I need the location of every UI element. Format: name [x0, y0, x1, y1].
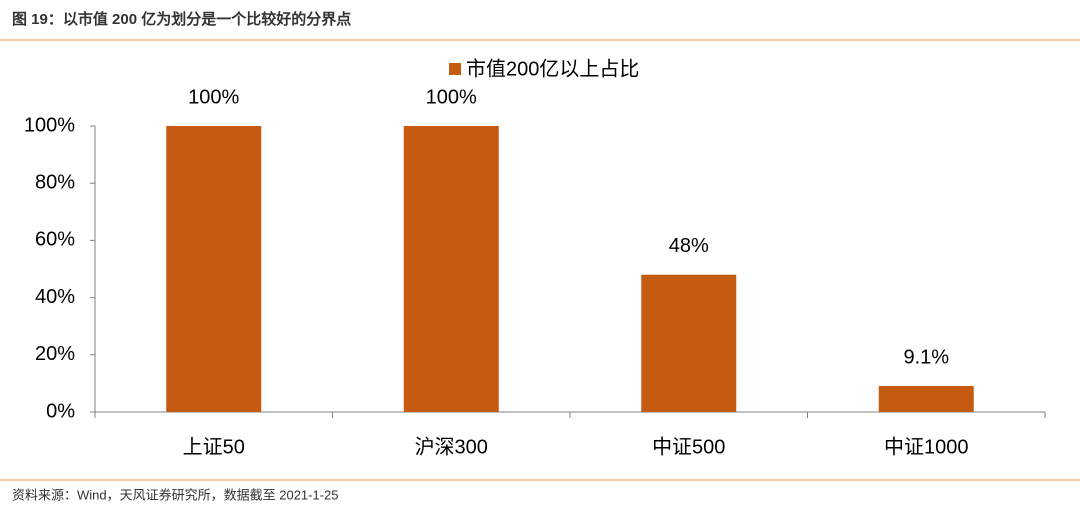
- y-tick-label: 40%: [35, 286, 75, 308]
- x-tick-label: 沪深300: [415, 435, 488, 458]
- data-label: 48%: [669, 235, 709, 257]
- legend-label: 市值200亿以上占比: [466, 57, 639, 80]
- y-tick-label: 0%: [46, 400, 75, 422]
- y-tick-label: 60%: [35, 229, 75, 251]
- x-tick-label: 上证50: [183, 435, 245, 458]
- bar: [166, 126, 262, 412]
- y-tick-label: 80%: [35, 171, 75, 193]
- x-tick-label: 中证1000: [884, 435, 969, 458]
- bar: [878, 385, 974, 412]
- figure-title: 图 19：以市值 200 亿为划分是一个比较好的分界点: [12, 10, 351, 28]
- legend-swatch: [449, 63, 461, 75]
- bar: [403, 126, 499, 412]
- y-tick-label: 100%: [24, 114, 75, 136]
- source-note: 资料来源：Wind，天风证券研究所，数据截至 2021-1-25: [12, 487, 339, 502]
- bar: [641, 274, 737, 412]
- x-tick-label: 中证500: [652, 435, 725, 458]
- data-label: 100%: [188, 86, 239, 108]
- y-tick-label: 20%: [35, 343, 75, 365]
- data-label: 9.1%: [903, 346, 949, 368]
- data-label: 100%: [426, 86, 477, 108]
